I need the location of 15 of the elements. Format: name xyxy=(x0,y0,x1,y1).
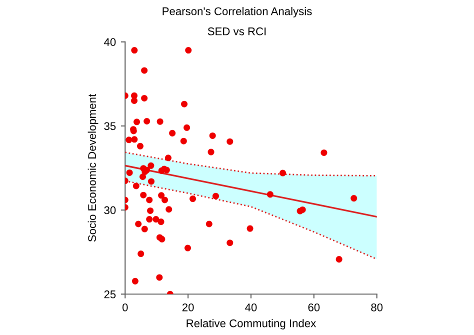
y-tick-label: 35 xyxy=(104,122,116,130)
x-tick-label: 0 xyxy=(122,303,128,312)
x-tick-label: 60 xyxy=(308,303,320,312)
x-tick-label: 80 xyxy=(371,303,383,312)
x-tick-label: 40 xyxy=(245,303,257,312)
line-series xyxy=(125,164,377,218)
y-tick-label: 25 xyxy=(104,290,116,298)
x-tick-label: 20 xyxy=(182,303,194,312)
chart-subtitle: SED vs RCI xyxy=(208,27,266,36)
y-axis-title: Socio Economic Development xyxy=(88,94,98,242)
y-tick-label: 30 xyxy=(104,206,116,214)
y-tick-label: 40 xyxy=(104,38,116,46)
x-axis-title: Relative Commuting Index xyxy=(186,319,316,330)
chart-title: Pearson's Correlation Analysis xyxy=(162,7,312,18)
line-series xyxy=(125,152,377,176)
